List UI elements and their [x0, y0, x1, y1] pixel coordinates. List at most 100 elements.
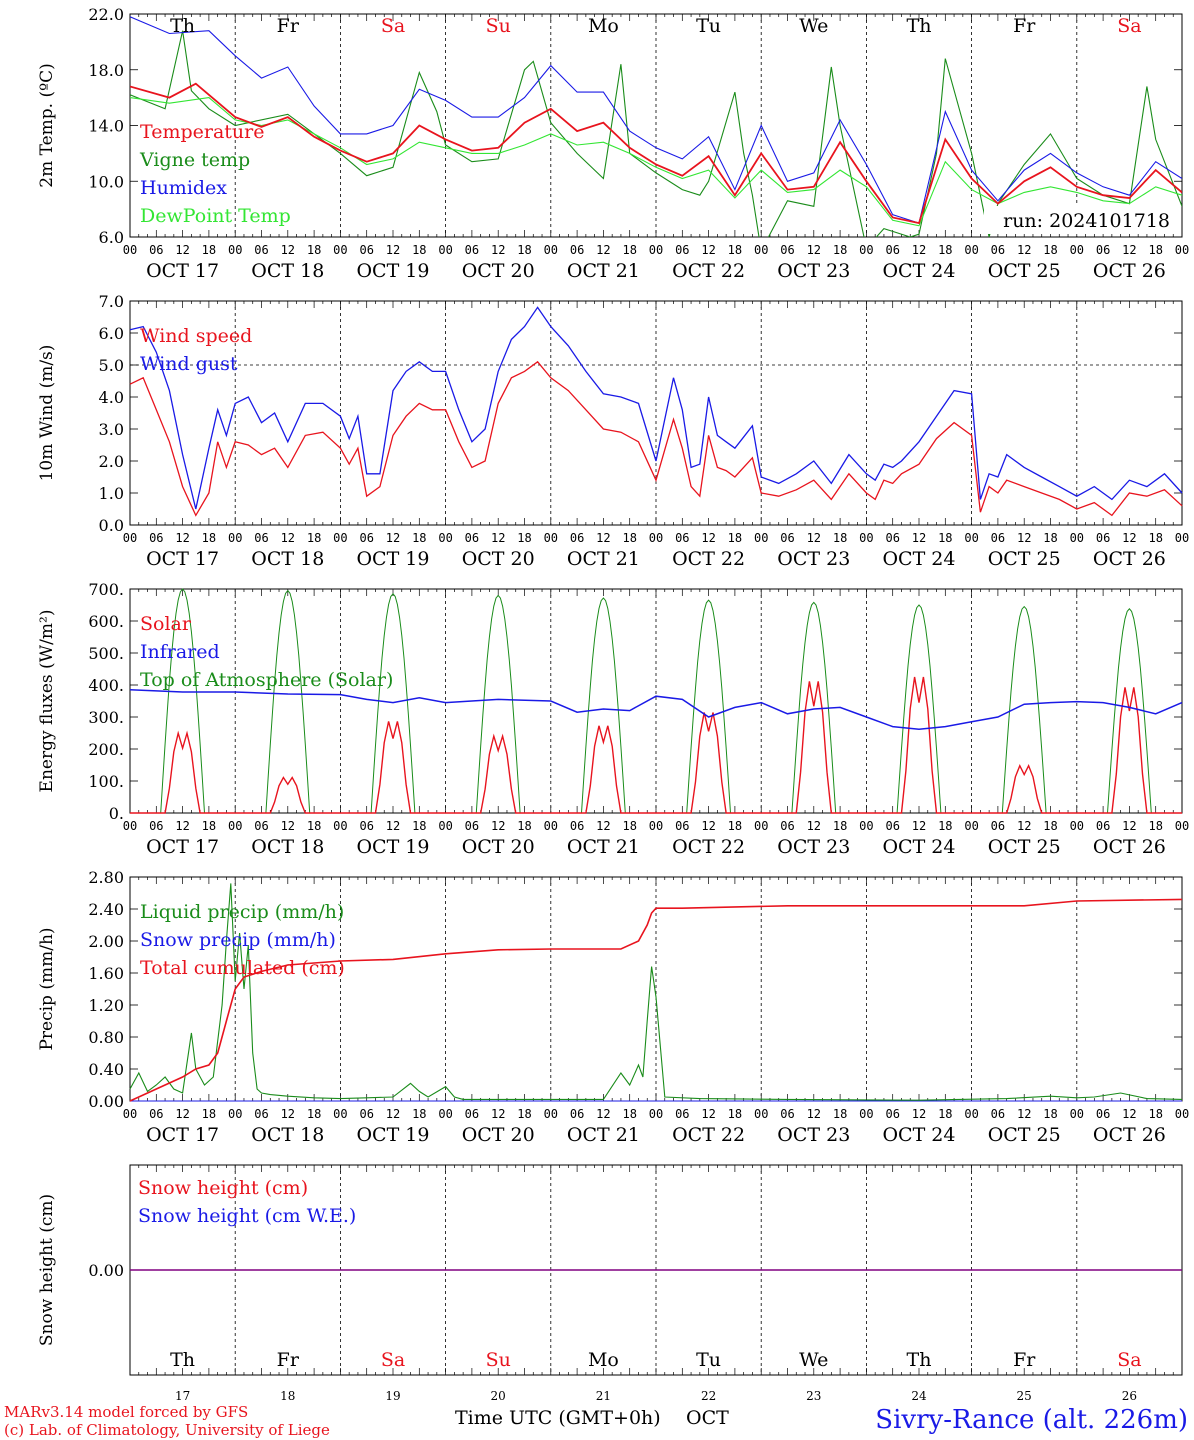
hour-tick-label: 12 [175, 531, 189, 545]
hour-tick-label: 12 [596, 243, 610, 257]
panel-frame [129, 300, 1183, 526]
hour-tick-label: 18 [412, 819, 426, 833]
hour-tick-label: 18 [517, 819, 531, 833]
date-label: OCT 24 [882, 1124, 955, 1146]
day-number: 26 [1122, 1389, 1137, 1403]
day-number: 21 [596, 1389, 611, 1403]
legend-entry: Wind speed [140, 325, 252, 347]
hour-tick-label: 00 [333, 1107, 347, 1121]
hour-tick-label: 06 [885, 531, 899, 545]
hour-tick-label: 18 [833, 531, 847, 545]
hour-tick-label: 18 [1148, 243, 1162, 257]
series-infrared [129, 689, 1183, 730]
hour-tick-label: 00 [649, 531, 663, 545]
hour-tick-label: 12 [386, 1107, 400, 1121]
hour-tick-label: 00 [123, 819, 137, 833]
hour-tick-label: 12 [912, 531, 926, 545]
hour-tick-label: 06 [780, 531, 794, 545]
hour-tick-label: 06 [149, 531, 163, 545]
y-tick-label: 10.0 [88, 172, 124, 191]
day-name: Sa [1117, 15, 1141, 37]
run-label: run: 2024101718 [1003, 210, 1170, 232]
hour-tick-label: 12 [1017, 1107, 1031, 1121]
series-precip [129, 898, 1183, 1102]
hour-tick-label: 00 [438, 819, 452, 833]
hour-tick-label: 06 [991, 243, 1005, 257]
hour-tick-label: 06 [570, 819, 584, 833]
series-toa-solar [550, 597, 656, 814]
day-number: 25 [1017, 1389, 1032, 1403]
series-toa-solar [130, 588, 236, 814]
y-tick-label: 200. [88, 740, 124, 759]
hour-tick-label: 18 [202, 1107, 216, 1121]
hour-tick-label: 12 [912, 819, 926, 833]
hour-tick-label: 00 [754, 1107, 768, 1121]
hour-tick-label: 12 [281, 819, 295, 833]
hour-tick-label: 12 [386, 531, 400, 545]
hour-tick-label: 00 [123, 243, 137, 257]
hour-tick-label: 06 [570, 531, 584, 545]
hour-tick-label: 12 [596, 819, 610, 833]
series-solar [340, 721, 446, 814]
date-label: OCT 20 [462, 836, 535, 858]
credit-line-2: (c) Lab. of Climatology, University of L… [4, 1421, 330, 1439]
series-solar [1076, 687, 1182, 814]
y-axis-label: Snow height (cm) [37, 1194, 57, 1346]
hour-tick-label: 06 [254, 819, 268, 833]
hour-tick-label: 12 [1122, 243, 1136, 257]
series-toa-solar [1076, 608, 1182, 814]
hour-tick-label: 12 [281, 1107, 295, 1121]
date-label: OCT 22 [672, 1124, 745, 1146]
hour-tick-label: 00 [754, 819, 768, 833]
hour-tick-label: 12 [386, 243, 400, 257]
date-label: OCT 24 [882, 836, 955, 858]
hour-tick-label: 00 [649, 243, 663, 257]
legend-entry: Vigne temp [139, 149, 250, 171]
series-precip [129, 883, 1183, 1101]
hour-tick-label: 00 [964, 531, 978, 545]
date-label: OCT 23 [777, 260, 850, 282]
hour-tick-label: 00 [123, 1107, 137, 1121]
day-name: Th [170, 1349, 195, 1371]
y-tick-label: 0.40 [88, 1060, 124, 1079]
hour-tick-label: 06 [675, 1107, 689, 1121]
series-toa-solar [971, 605, 1077, 814]
date-label: OCT 26 [1093, 1124, 1166, 1146]
series-solar [971, 763, 1077, 814]
hour-tick-label: 06 [570, 1107, 584, 1121]
hour-tick-label: 18 [622, 531, 636, 545]
hour-tick-label: 12 [807, 819, 821, 833]
hour-tick-label: 00 [1175, 243, 1189, 257]
hour-tick-label: 06 [149, 1107, 163, 1121]
day-name: Sa [381, 1349, 405, 1371]
legend-entry: Temperature [140, 121, 264, 143]
hour-tick-label: 18 [202, 819, 216, 833]
legend-entry: Snow height (cm W.E.) [138, 1205, 356, 1227]
month-label: OCT [686, 1407, 729, 1429]
date-label: OCT 19 [356, 548, 429, 570]
day-name: Tu [696, 15, 721, 37]
hour-tick-label: 00 [1175, 531, 1189, 545]
hour-tick-label: 00 [1070, 819, 1084, 833]
day-number: 24 [911, 1389, 927, 1403]
y-tick-label: 100. [88, 772, 124, 791]
hour-tick-label: 06 [465, 531, 479, 545]
y-tick-label: 2.80 [88, 868, 124, 887]
hour-tick-label: 00 [123, 531, 137, 545]
date-label: OCT 17 [146, 260, 219, 282]
run-label-bg [984, 206, 1174, 234]
hour-tick-label: 00 [1070, 243, 1084, 257]
hour-tick-label: 06 [359, 531, 373, 545]
hour-tick-label: 00 [544, 531, 558, 545]
series-solar [130, 730, 236, 814]
y-tick-label: 1.20 [88, 996, 124, 1015]
y-tick-label: 500. [88, 644, 124, 663]
hour-tick-label: 00 [649, 1107, 663, 1121]
series-temperature [130, 82, 1182, 225]
hour-tick-label: 12 [281, 243, 295, 257]
time-axis-label: Time UTC (GMT+0h) [455, 1407, 661, 1429]
hour-tick-label: 00 [544, 1107, 558, 1121]
hour-tick-label: 18 [938, 819, 952, 833]
legend-entry: Snow height (cm) [138, 1177, 308, 1199]
